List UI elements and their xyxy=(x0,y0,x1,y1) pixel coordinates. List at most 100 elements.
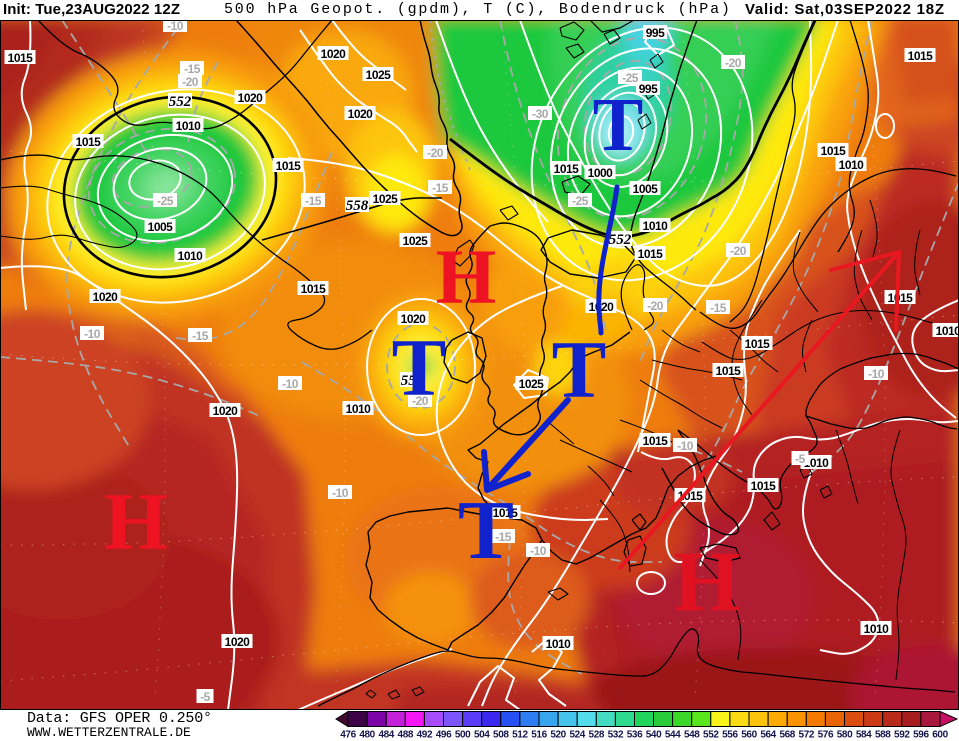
svg-text:504: 504 xyxy=(474,730,490,741)
svg-text:H: H xyxy=(674,533,741,629)
svg-text:528: 528 xyxy=(589,730,605,741)
svg-text:516: 516 xyxy=(531,730,547,741)
svg-text:1020: 1020 xyxy=(213,404,239,418)
svg-text:-15: -15 xyxy=(495,530,512,544)
svg-text:1015: 1015 xyxy=(554,162,580,176)
svg-text:596: 596 xyxy=(913,730,929,741)
svg-text:1025: 1025 xyxy=(403,234,429,248)
svg-text:552: 552 xyxy=(609,232,632,248)
svg-text:-20: -20 xyxy=(412,394,429,408)
svg-text:-10: -10 xyxy=(84,327,101,341)
svg-text:564: 564 xyxy=(760,730,776,741)
svg-text:1025: 1025 xyxy=(366,68,392,82)
svg-text:1025: 1025 xyxy=(519,377,545,391)
svg-text:1015: 1015 xyxy=(643,434,669,448)
svg-text:540: 540 xyxy=(646,730,662,741)
svg-text:1010: 1010 xyxy=(176,119,202,133)
svg-text:1015: 1015 xyxy=(751,479,777,493)
svg-text:-10: -10 xyxy=(167,19,184,33)
svg-text:-20: -20 xyxy=(725,56,742,70)
svg-text:484: 484 xyxy=(378,730,394,741)
svg-text:1005: 1005 xyxy=(633,182,659,196)
svg-text:1010: 1010 xyxy=(804,456,830,470)
svg-text:-15: -15 xyxy=(710,301,727,315)
svg-text:1015: 1015 xyxy=(888,291,914,305)
svg-text:572: 572 xyxy=(799,730,815,741)
svg-text:520: 520 xyxy=(550,730,566,741)
svg-text:-10: -10 xyxy=(530,544,547,558)
svg-text:524: 524 xyxy=(569,730,585,741)
svg-text:556: 556 xyxy=(722,730,738,741)
svg-text:-25: -25 xyxy=(157,194,174,208)
svg-text:1020: 1020 xyxy=(225,635,251,649)
svg-text:548: 548 xyxy=(684,730,700,741)
svg-text:552: 552 xyxy=(169,94,192,110)
svg-text:T: T xyxy=(392,322,447,413)
svg-text:580: 580 xyxy=(837,730,853,741)
svg-text:1020: 1020 xyxy=(238,91,264,105)
svg-text:-30: -30 xyxy=(532,107,549,121)
svg-text:1020: 1020 xyxy=(93,290,119,304)
svg-text:552: 552 xyxy=(703,730,719,741)
svg-text:1020: 1020 xyxy=(401,312,427,326)
svg-text:532: 532 xyxy=(608,730,624,741)
svg-text:1010: 1010 xyxy=(346,402,372,416)
svg-text:-10: -10 xyxy=(332,486,349,500)
svg-text:1015: 1015 xyxy=(276,159,302,173)
svg-text:-15: -15 xyxy=(305,194,322,208)
svg-text:T: T xyxy=(552,324,607,415)
svg-text:512: 512 xyxy=(512,730,528,741)
svg-text:1010: 1010 xyxy=(643,219,669,233)
svg-text:-5: -5 xyxy=(200,690,210,704)
svg-text:1010: 1010 xyxy=(839,158,865,172)
svg-text:H: H xyxy=(436,233,497,320)
svg-text:544: 544 xyxy=(665,730,681,741)
svg-text:576: 576 xyxy=(818,730,834,741)
svg-text:568: 568 xyxy=(779,730,795,741)
svg-text:584: 584 xyxy=(856,730,872,741)
svg-text:1010: 1010 xyxy=(178,249,204,263)
svg-text:1015: 1015 xyxy=(638,247,664,261)
svg-text:588: 588 xyxy=(875,730,891,741)
svg-text:-10: -10 xyxy=(868,367,885,381)
svg-text:1005: 1005 xyxy=(148,220,174,234)
svg-text:-20: -20 xyxy=(730,244,747,258)
svg-text:488: 488 xyxy=(398,730,414,741)
svg-text:T: T xyxy=(458,484,514,577)
svg-text:-25: -25 xyxy=(572,194,589,208)
svg-text:-20: -20 xyxy=(647,299,664,313)
svg-text:-25: -25 xyxy=(622,71,639,85)
svg-text:1020: 1020 xyxy=(321,47,347,61)
svg-text:600: 600 xyxy=(932,730,948,741)
svg-text:995: 995 xyxy=(646,26,665,40)
svg-text:H: H xyxy=(104,476,168,567)
svg-text:1015: 1015 xyxy=(821,144,847,158)
svg-text:500: 500 xyxy=(455,730,471,741)
svg-text:492: 492 xyxy=(417,730,433,741)
svg-text:-15: -15 xyxy=(192,329,209,343)
svg-text:592: 592 xyxy=(894,730,910,741)
svg-text:-20: -20 xyxy=(427,146,444,160)
svg-text:1010: 1010 xyxy=(936,324,959,338)
svg-text:1020: 1020 xyxy=(589,300,615,314)
svg-text:1025: 1025 xyxy=(373,192,399,206)
svg-text:1015: 1015 xyxy=(493,506,519,520)
svg-text:T: T xyxy=(593,83,644,167)
svg-text:-15: -15 xyxy=(432,181,449,195)
svg-text:508: 508 xyxy=(493,730,509,741)
svg-text:496: 496 xyxy=(436,730,452,741)
svg-text:1015: 1015 xyxy=(745,337,771,351)
svg-text:995: 995 xyxy=(639,82,658,96)
svg-text:1020: 1020 xyxy=(348,107,374,121)
svg-text:-20: -20 xyxy=(182,75,199,89)
svg-text:1015: 1015 xyxy=(301,282,327,296)
svg-text:-10: -10 xyxy=(282,377,299,391)
svg-text:476: 476 xyxy=(340,730,356,741)
svg-text:1000: 1000 xyxy=(588,166,614,180)
svg-text:560: 560 xyxy=(741,730,757,741)
svg-text:-10: -10 xyxy=(677,439,694,453)
svg-text:1015: 1015 xyxy=(716,364,742,378)
svg-text:1015: 1015 xyxy=(76,135,102,149)
svg-text:536: 536 xyxy=(627,730,643,741)
svg-text:1010: 1010 xyxy=(864,622,890,636)
